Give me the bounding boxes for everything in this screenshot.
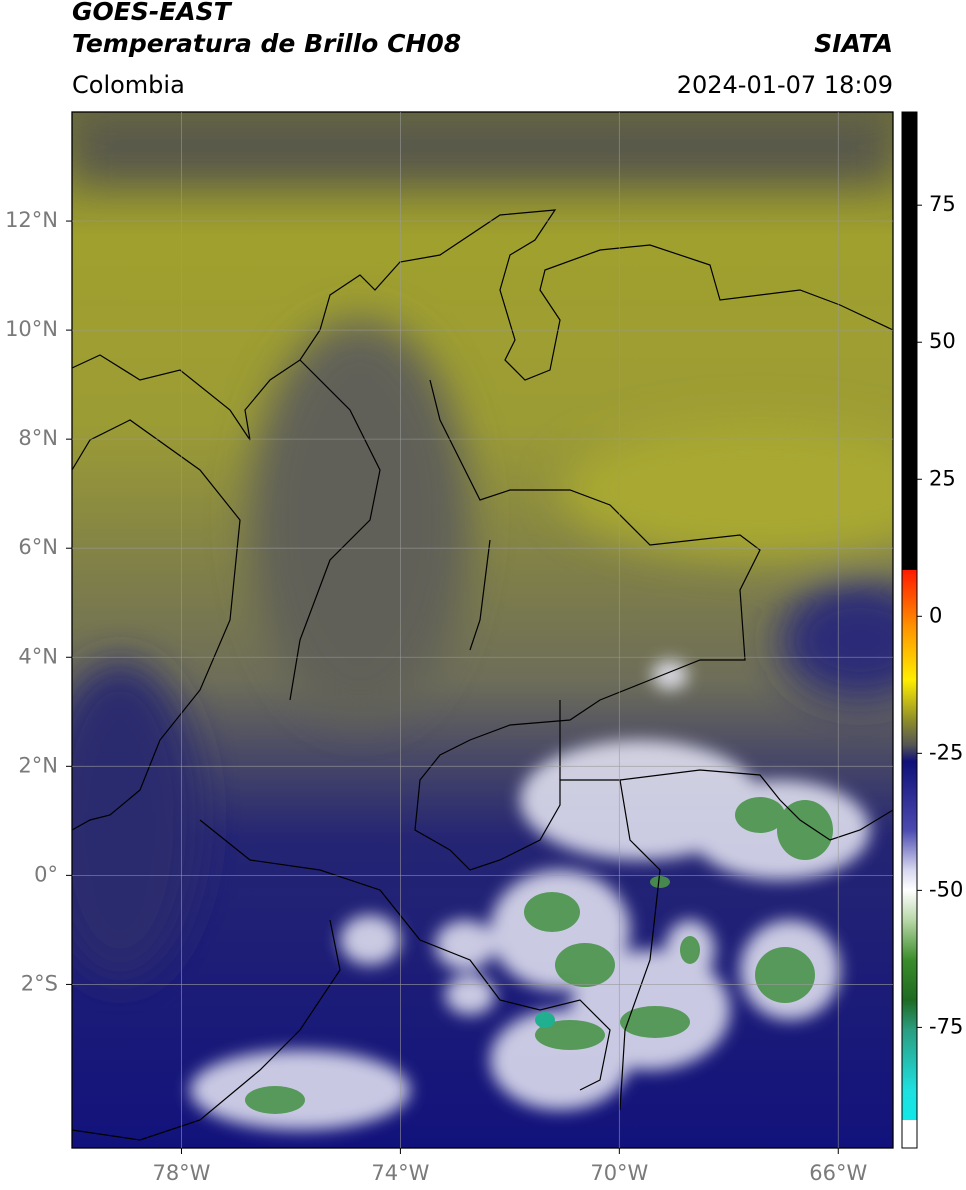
lon-tick-label: 66°W xyxy=(809,1161,867,1185)
colorbar-tick-label: -75 xyxy=(929,1014,963,1038)
title: GOES-EAST xyxy=(72,0,233,26)
colorbar xyxy=(901,111,918,1149)
colorbar-tick-label: 75 xyxy=(929,192,956,216)
lat-tick-label: 10°N xyxy=(5,317,58,341)
lon-tick-label: 70°W xyxy=(590,1161,648,1185)
colorbar-tick-label: 25 xyxy=(929,466,956,490)
borders xyxy=(72,209,893,1141)
satellite-image xyxy=(72,112,893,1148)
region: Colombia xyxy=(72,71,185,99)
lat-tick-label: 12°N xyxy=(5,208,58,232)
colorbar-tick-label: 0 xyxy=(929,603,942,627)
lon-tick-label: 74°W xyxy=(371,1161,429,1185)
lat-tick-label: 8°N xyxy=(18,426,58,450)
colorbar-tick-label: -50 xyxy=(929,877,963,901)
lat-tick-label: 0° xyxy=(34,862,58,886)
map-frame xyxy=(71,111,894,1149)
lat-tick-label: 4°N xyxy=(18,644,58,668)
lon-tick-label: 78°W xyxy=(152,1161,210,1185)
timestamp: 2024-01-07 18:09 xyxy=(677,71,893,99)
source: SIATA xyxy=(814,29,893,58)
colorbar-tick-label: 50 xyxy=(929,329,956,353)
lat-tick-label: 2°S xyxy=(21,971,58,995)
lat-tick-label: 2°N xyxy=(18,753,58,777)
lat-tick-label: 6°N xyxy=(18,535,58,559)
title: Temperatura de Brillo CH08 xyxy=(72,29,461,58)
graticule xyxy=(66,112,893,1154)
colorbar-tick-label: -25 xyxy=(929,740,963,764)
